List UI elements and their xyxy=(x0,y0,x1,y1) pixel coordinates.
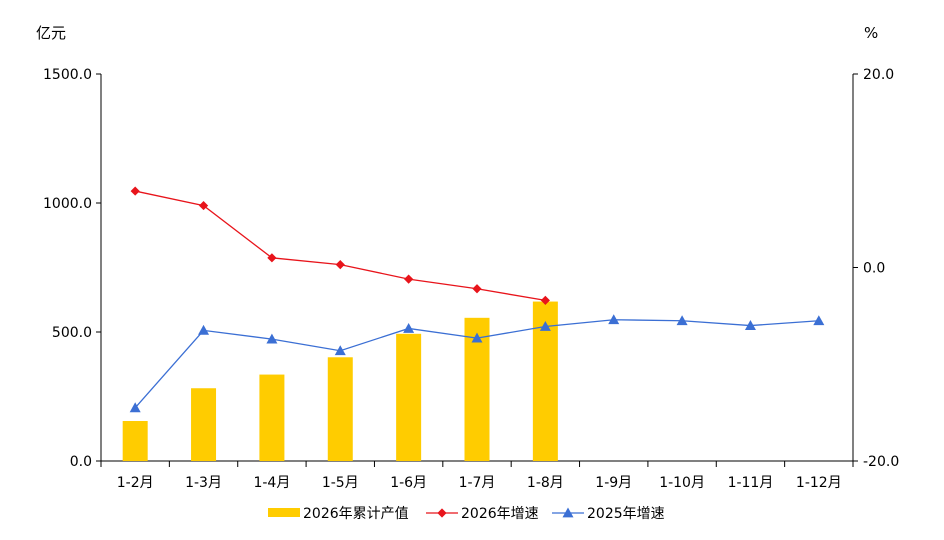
bar xyxy=(259,374,285,461)
triangle-marker xyxy=(539,321,551,331)
x-tick-label: 1-5月 xyxy=(322,475,359,491)
legend-item: 2025年增速 xyxy=(552,506,665,522)
triangle-marker xyxy=(198,324,210,335)
triangle-marker xyxy=(334,345,346,356)
legend: 2026年累计产值 2026年增速 2025年增速 xyxy=(268,506,665,522)
x-tick-label: 1-2月 xyxy=(117,475,154,491)
right-tick-label: 20.0 xyxy=(863,67,894,83)
line-series xyxy=(129,186,825,413)
legend-item: 2026年增速 xyxy=(426,506,539,522)
series-line xyxy=(135,190,546,302)
triangle-marker xyxy=(608,314,620,325)
triangle-marker xyxy=(744,320,756,330)
legend-label: 2025年增速 xyxy=(587,506,665,522)
x-tick-label: 1-6月 xyxy=(390,475,427,491)
diamond-marker xyxy=(267,253,277,263)
bar xyxy=(396,333,422,461)
bar xyxy=(191,388,217,461)
bar xyxy=(122,421,148,461)
diamond-marker xyxy=(540,295,550,305)
diamond-marker xyxy=(130,186,140,196)
legend-marker xyxy=(437,508,447,518)
legend-marker xyxy=(562,507,574,518)
diamond-marker xyxy=(404,274,414,284)
x-tick-label: 1-12月 xyxy=(796,475,842,491)
left-tick-label: 1000.0 xyxy=(43,196,92,212)
right-tick-label: 0.0 xyxy=(863,261,885,277)
triangle-marker xyxy=(471,332,483,343)
left-tick-label: 1500.0 xyxy=(43,67,92,83)
x-tick-label: 1-8月 xyxy=(527,475,564,491)
legend-item: 2026年累计产值 xyxy=(268,506,409,522)
triangle-marker xyxy=(813,315,825,326)
right-axis-ticks: -20.0 0.0 20.0 xyxy=(853,67,899,470)
left-tick-label: 500.0 xyxy=(52,325,92,341)
x-tick-label: 1-9月 xyxy=(595,475,632,491)
x-tick-label: 1-11月 xyxy=(728,475,774,491)
triangle-marker xyxy=(266,333,278,344)
legend-label: 2026年增速 xyxy=(461,506,539,522)
diamond-marker xyxy=(472,284,482,294)
triangle-marker xyxy=(676,315,688,326)
triangle-marker xyxy=(129,402,141,413)
x-tick-label: 1-4月 xyxy=(253,475,290,491)
diamond-marker xyxy=(198,200,209,211)
right-tick-label: -20.0 xyxy=(863,454,899,470)
triangle-marker xyxy=(403,322,415,333)
bar-series xyxy=(122,301,558,461)
left-axis-ticks: 0.0 500.0 1000.0 1500.0 xyxy=(43,67,101,470)
left-axis-unit: 亿元 xyxy=(36,24,66,42)
right-axis-unit: % xyxy=(864,24,878,42)
bar xyxy=(327,357,353,461)
diamond-marker xyxy=(335,259,345,270)
x-tick-label: 1-10月 xyxy=(659,475,705,491)
left-tick-label: 0.0 xyxy=(70,454,92,470)
legend-swatch xyxy=(268,508,300,517)
legend-label: 2026年累计产值 xyxy=(303,506,409,522)
x-tick-label: 1-3月 xyxy=(185,475,222,491)
x-tick-label: 1-7月 xyxy=(459,475,496,491)
x-axis-ticks: 1-2月 1-3月 1-4月 1-5月 1-6月 1-7月 1-8月 1-9月 1-10月 1-1… xyxy=(100,461,854,491)
